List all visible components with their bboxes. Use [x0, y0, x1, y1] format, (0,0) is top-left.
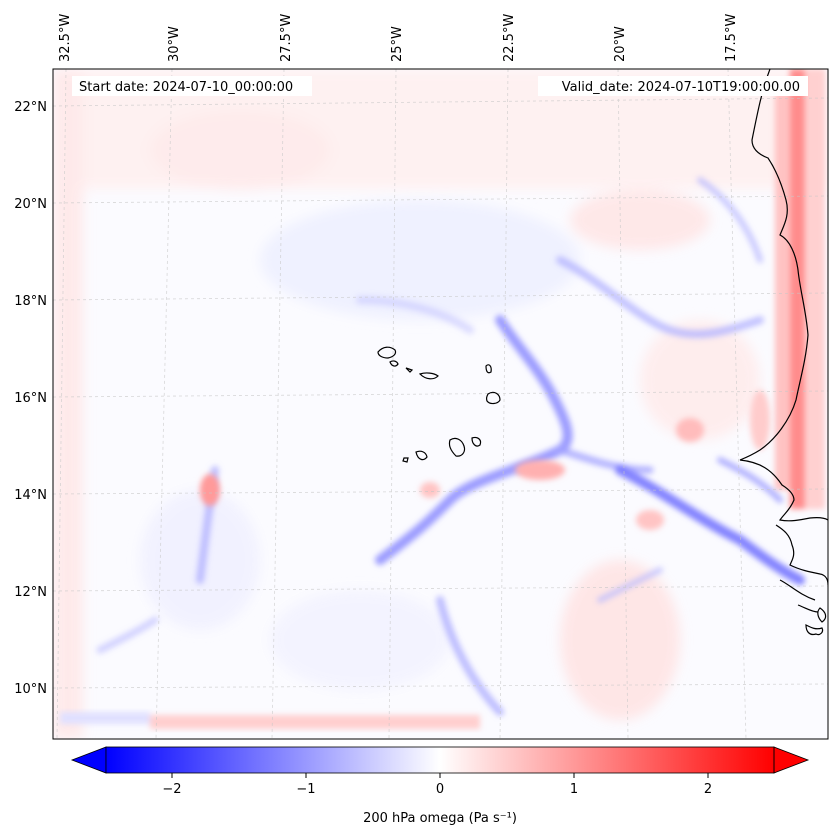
lat-label-14n: 14°N — [14, 488, 47, 503]
start-date-box — [72, 76, 312, 96]
lat-label-16n: 16°N — [14, 391, 47, 406]
lon-label-22-5w: 22.5°W — [502, 14, 517, 62]
colorbar-tick-label: −2 — [162, 782, 181, 797]
colorbar-tick-label: 0 — [436, 782, 444, 797]
colorbar-label: 200 hPa omega (Pa s⁻¹) — [363, 811, 517, 826]
lat-label-18n: 18°N — [14, 294, 47, 309]
lat-label-12n: 12°N — [14, 585, 47, 600]
cape-verde-islands — [377, 346, 501, 463]
colorbar-min-arrow — [70, 746, 107, 774]
lon-label-17-5w: 17.5°W — [724, 14, 739, 62]
map-frame — [52, 68, 829, 740]
colorbar: −2 −1 0 1 2 200 hPa omega (Pa s⁻¹) — [70, 746, 810, 826]
colorbar-max-arrow — [773, 746, 810, 774]
valid-date-box — [538, 76, 808, 96]
start-date-label: Start date: 2024-07-10_00:00:00 — [79, 80, 293, 95]
valid-date-label: Valid_date: 2024-07-10T19:00:00.00 — [562, 80, 800, 95]
omega-field — [53, 69, 828, 739]
lat-label-10n: 10°N — [14, 682, 47, 697]
lat-label-22n: 22°N — [14, 100, 47, 115]
colorbar-tick-label: 1 — [570, 782, 578, 797]
lon-label-25w: 25°W — [390, 26, 405, 62]
lon-label-32-5w: 32.5°W — [58, 14, 73, 62]
colorbar-tick-label: 2 — [704, 782, 712, 797]
colorbar-gradient — [106, 747, 774, 773]
coastline — [739, 69, 828, 636]
lon-label-27-5w: 27.5°W — [279, 14, 294, 62]
colorbar-tick-label: −1 — [296, 782, 315, 797]
lon-label-30w: 30°W — [167, 26, 182, 62]
lon-label-20w: 20°W — [613, 26, 628, 62]
lat-label-20n: 20°N — [14, 197, 47, 212]
